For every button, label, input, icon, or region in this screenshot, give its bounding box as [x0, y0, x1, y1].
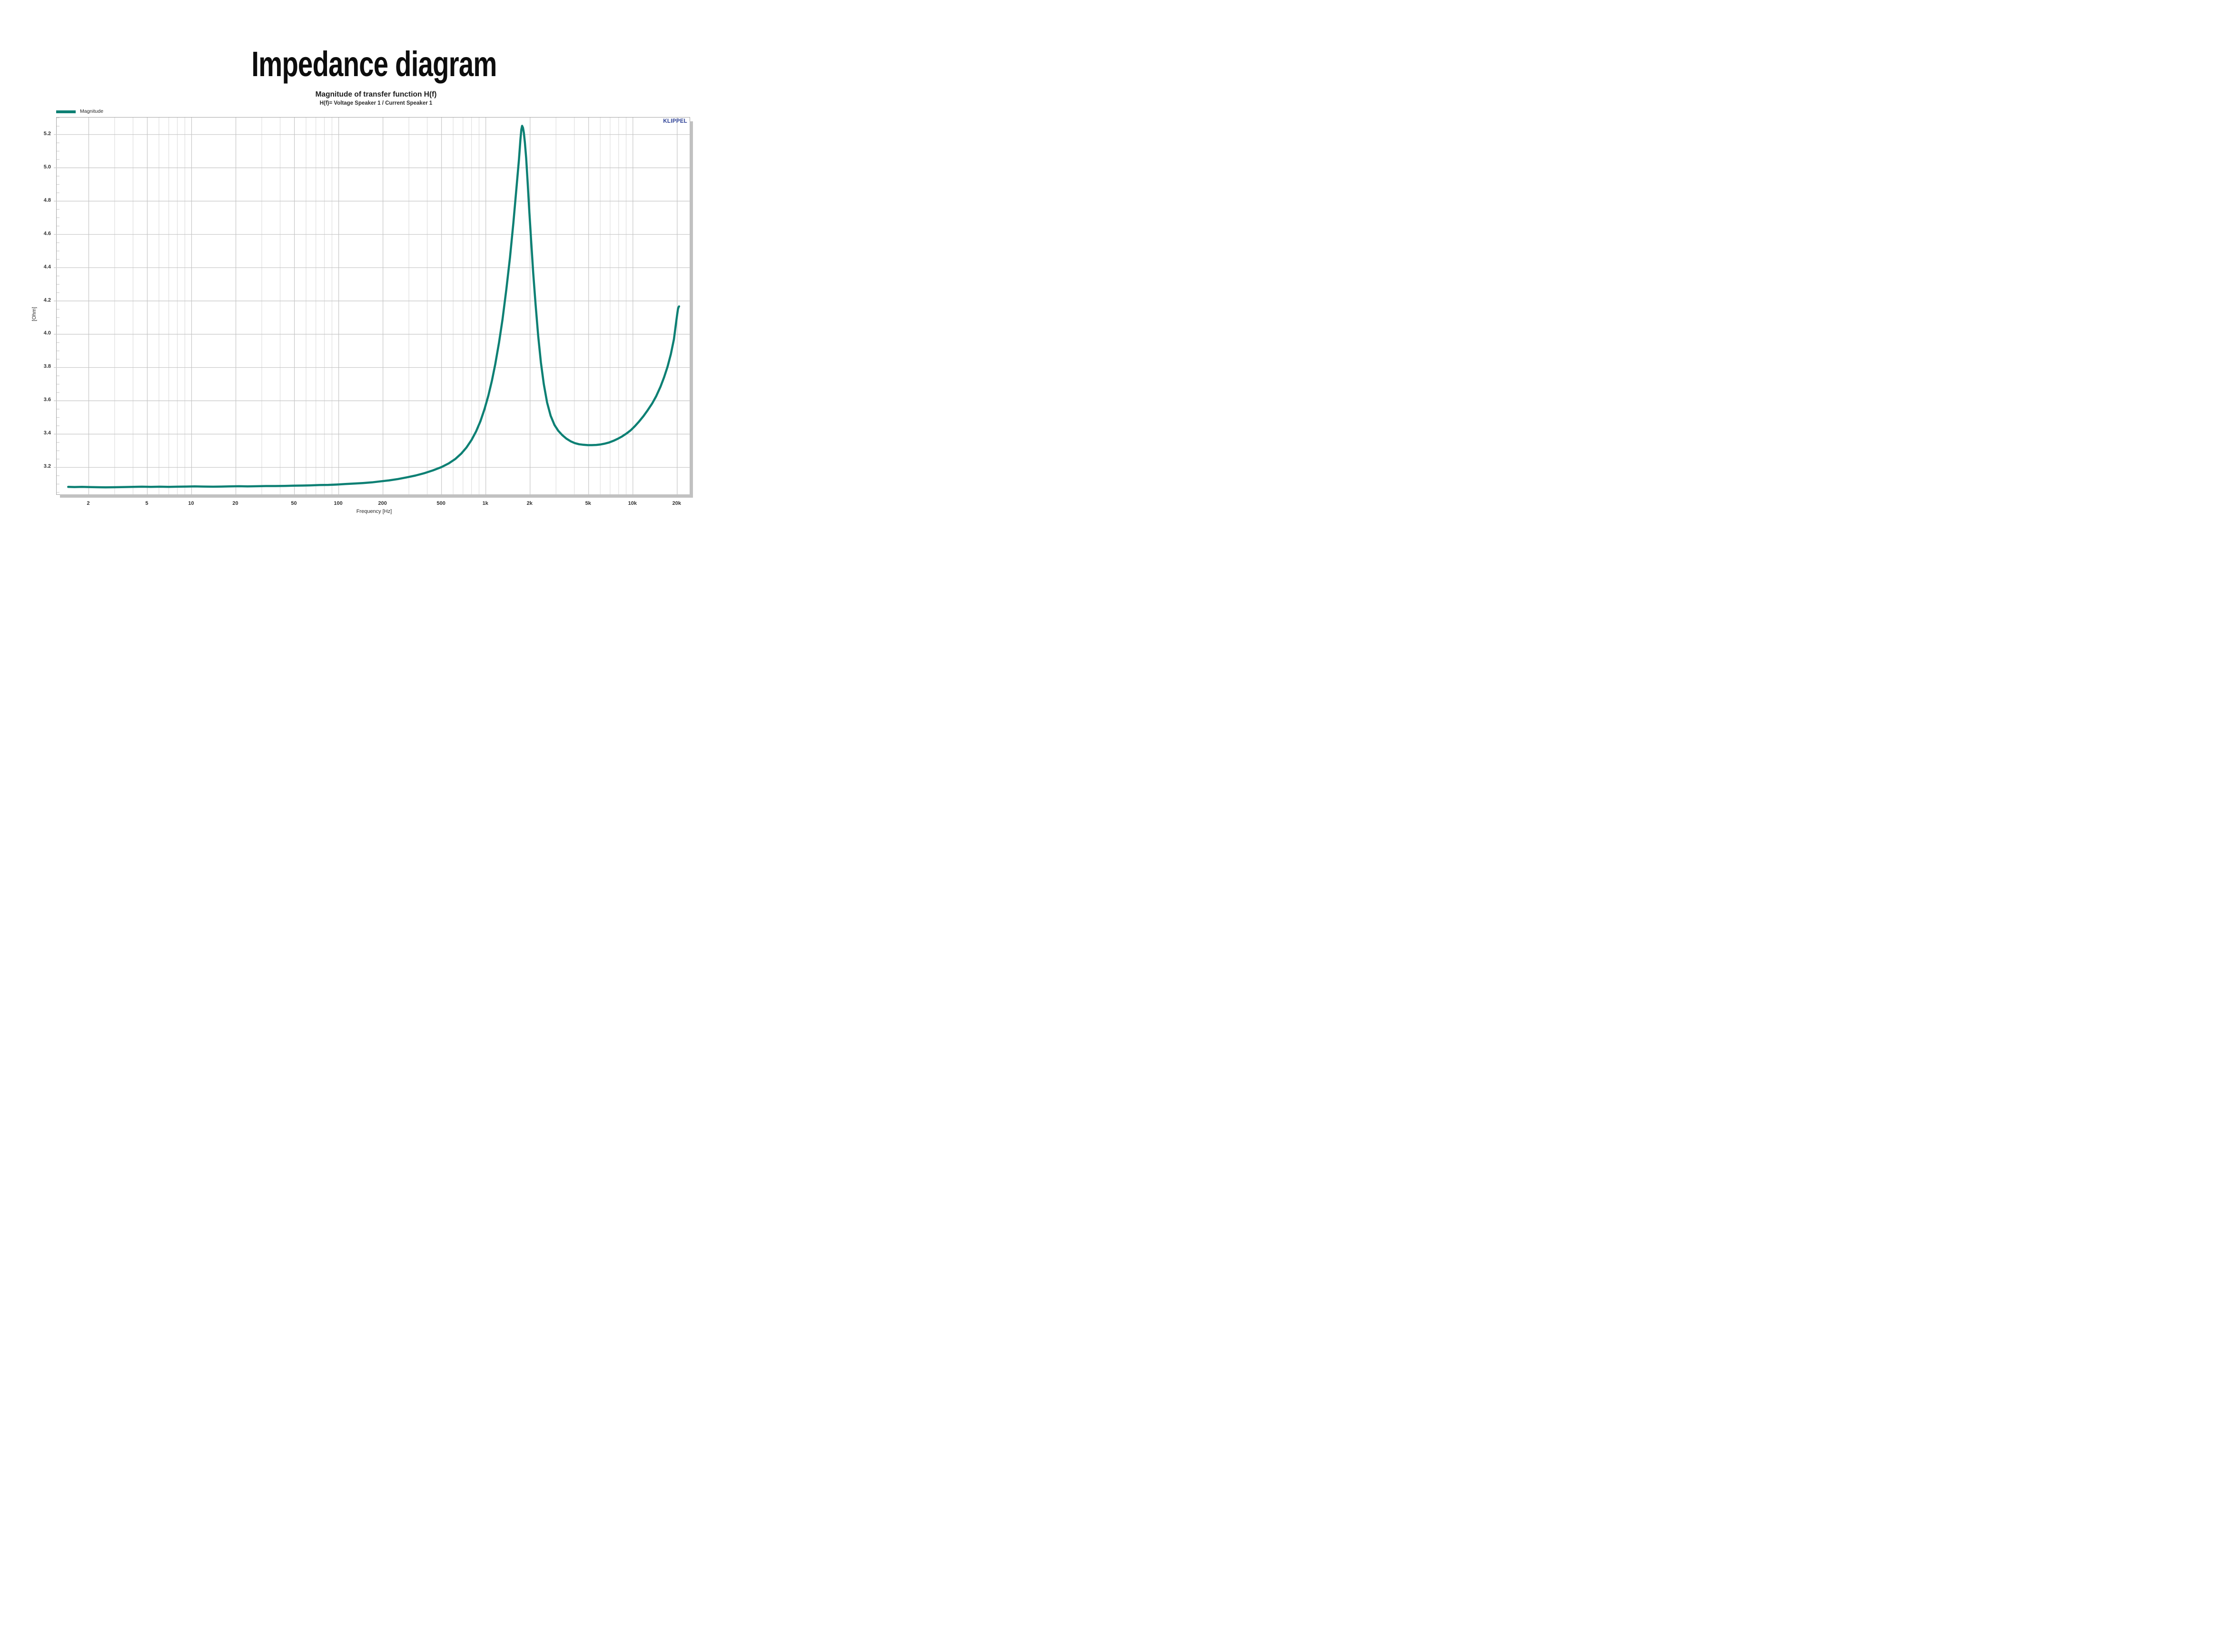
plot-canvas	[54, 118, 690, 494]
page-title-text: Impedance diagram	[251, 44, 497, 84]
x-tick-label-50: 50	[291, 501, 297, 506]
plot-shadow-right	[690, 121, 693, 498]
y-tick-label-4.0: 4.0	[43, 330, 51, 336]
y-tick-label-4.2: 4.2	[43, 297, 51, 303]
y-tick-label-3.8: 3.8	[43, 364, 51, 370]
x-tick-label-20k: 20k	[672, 501, 682, 506]
x-tick-label-100: 100	[334, 501, 343, 506]
x-tick-label-10k: 10k	[628, 501, 637, 506]
y-tick-label-5.0: 5.0	[43, 164, 51, 170]
y-tick-label-4.4: 4.4	[43, 264, 51, 270]
y-tick-label-4.8: 4.8	[43, 197, 51, 203]
impedance-diagram-page: Impedance diagram Magnitude of transfer …	[0, 0, 739, 551]
chart-formula: H(f)= Voltage Speaker 1 / Current Speake…	[319, 100, 433, 106]
x-tick-label-500: 500	[436, 501, 445, 506]
x-tick-label-2: 2	[87, 501, 90, 506]
x-tick-label-20: 20	[232, 501, 238, 506]
x-tick-label-200: 200	[378, 501, 387, 506]
x-tick-label-10: 10	[188, 501, 194, 506]
page-title: Impedance diagram	[213, 47, 535, 82]
magnitude-curve	[67, 125, 681, 489]
y-axis-title: [Ohm]	[31, 307, 37, 321]
y-tick-label-3.6: 3.6	[43, 397, 51, 403]
x-tick-label-5k: 5k	[585, 501, 591, 506]
klippel-logo: KLIPPEL	[663, 118, 687, 124]
y-tick-label-3.2: 3.2	[43, 463, 51, 470]
y-tick-label-5.2: 5.2	[43, 130, 51, 137]
x-axis-title: Frequency [Hz]	[356, 509, 392, 514]
x-tick-label-1k: 1k	[482, 501, 488, 506]
legend-swatch-magnitude	[56, 110, 76, 113]
x-tick-label-5: 5	[145, 501, 148, 506]
x-tick-label-2k: 2k	[526, 501, 533, 506]
y-tick-label-3.4: 3.4	[43, 430, 51, 436]
y-tick-label-4.6: 4.6	[43, 230, 51, 236]
plot-shadow-bottom	[60, 494, 693, 498]
plot-area	[54, 117, 690, 495]
chart-subtitle: Magnitude of transfer function H(f)	[315, 90, 437, 98]
legend-label-magnitude: Magnitude	[80, 108, 104, 114]
